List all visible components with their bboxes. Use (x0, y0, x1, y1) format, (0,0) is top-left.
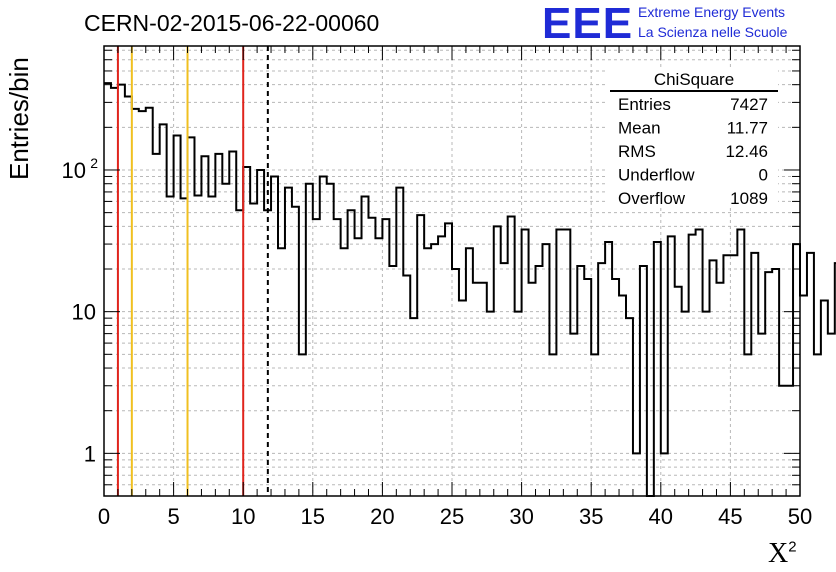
logo-subtitle-line2: La Scienza nelle Scuole (638, 24, 788, 40)
x-tick-label: 35 (579, 504, 603, 529)
stats-label: Mean (618, 119, 661, 138)
chart-title: CERN-02-2015-06-22-00060 (84, 10, 380, 36)
x-tick-label: 50 (788, 504, 812, 529)
x-tick-label: 5 (167, 504, 179, 529)
stats-box: ChiSquare Entries 7427 Mean 11.77 RMS 12.46 Und… (608, 70, 778, 208)
logo-subtitle-line1: Extreme Energy Events (638, 4, 786, 20)
stats-value: 7427 (730, 95, 768, 114)
x-tick-label: 25 (440, 504, 464, 529)
stats-value: 1089 (730, 189, 768, 208)
x-tick-label: 40 (649, 504, 673, 529)
x-tick-label: 10 (231, 504, 255, 529)
y-axis-label: Entries/bin (4, 57, 34, 180)
x-axis-ticks: 0 5 10 15 20 25 30 35 40 45 50 (98, 46, 812, 529)
stats-value: 11.77 (727, 119, 768, 138)
x-tick-label: 15 (301, 504, 325, 529)
y-tick-label: 10 (72, 300, 96, 325)
x-tick-label: 0 (98, 504, 110, 529)
stats-label: Overflow (618, 189, 686, 208)
grid-lines (104, 46, 800, 496)
y-tick-label: 10 (62, 158, 86, 183)
x-axis-label: X2 (768, 538, 797, 570)
x-axis-label-superscript: 2 (788, 538, 797, 556)
stats-value: 0 (759, 166, 768, 185)
stats-label: Entries (618, 95, 671, 114)
histogram-series (104, 82, 836, 497)
stats-label: RMS (618, 142, 656, 161)
stats-value: 12.46 (725, 142, 768, 161)
stats-box-background (608, 70, 778, 208)
stats-label: Underflow (618, 166, 695, 185)
x-tick-label: 30 (509, 504, 533, 529)
stats-title: ChiSquare (654, 70, 734, 89)
x-tick-label: 20 (370, 504, 394, 529)
x-axis-label-symbol: X (768, 538, 789, 569)
x-tick-label: 45 (718, 504, 742, 529)
y-tick-label-superscript: 2 (90, 155, 98, 171)
eee-logo: EEE (542, 0, 634, 48)
y-tick-label: 1 (84, 441, 96, 466)
